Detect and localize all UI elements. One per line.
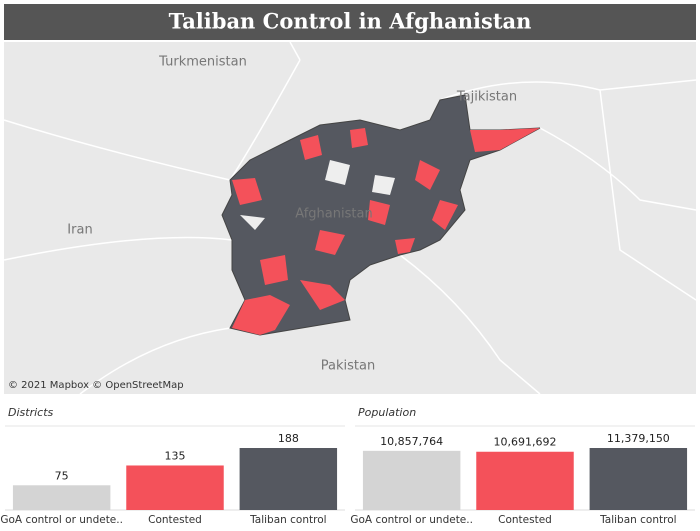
chart-title: Districts: [8, 406, 54, 419]
bar: [12, 485, 111, 510]
map-label: Turkmenistan: [158, 55, 247, 70]
title-bar: [4, 4, 696, 40]
value-label: 75: [55, 469, 69, 482]
category-label: Taliban control: [249, 514, 326, 526]
category-label: Contested: [498, 514, 552, 526]
bar: [589, 448, 688, 510]
no-data-districts: [240, 160, 395, 230]
dashboard-title: Taliban Control in Afghanistan: [169, 9, 532, 34]
category-label: GoA control or undete..: [0, 514, 123, 526]
map-label: Pakistan: [321, 359, 375, 374]
contested-districts: [232, 128, 540, 335]
borders: [3, 41, 697, 395]
bar: [362, 450, 461, 510]
map-label: Tajikistan: [456, 90, 517, 105]
value-label: 11,379,150: [607, 432, 670, 445]
category-label: GoA control or undete..: [350, 514, 473, 526]
map: Turkmenistan Tajikistan Iran Afghanistan…: [3, 41, 697, 395]
category-label: Contested: [148, 514, 202, 526]
map-attribution: © 2021 Mapbox © OpenStreetMap: [8, 380, 184, 391]
value-label: 188: [278, 432, 299, 445]
value-label: 10,691,692: [494, 436, 557, 449]
chart-title: Population: [358, 406, 416, 419]
value-label: 135: [165, 449, 186, 462]
category-label: Taliban control: [599, 514, 676, 526]
map-label: Iran: [67, 223, 92, 238]
value-label: 10,857,764: [380, 435, 443, 448]
bar: [476, 451, 574, 510]
bar: [239, 448, 338, 510]
bar: [126, 465, 224, 510]
map-label: Afghanistan: [295, 207, 372, 222]
